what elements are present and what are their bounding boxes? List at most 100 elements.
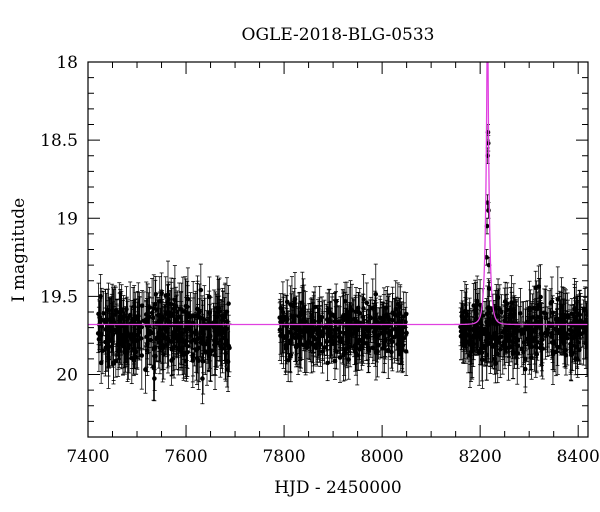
data-point (178, 335, 184, 341)
data-point (463, 339, 469, 345)
data-point (323, 323, 329, 328)
data-point (220, 313, 225, 319)
data-point (99, 324, 105, 329)
data-point (555, 297, 561, 302)
data-point (292, 335, 298, 341)
x-axis-label: HJD - 2450000 (274, 478, 402, 498)
data-point (458, 329, 464, 334)
data-point (207, 351, 213, 357)
data-point (482, 345, 488, 351)
data-point (226, 301, 231, 306)
data-point (287, 354, 293, 359)
model-curve-layer (88, 62, 588, 326)
data-point (98, 360, 104, 366)
data-point (334, 349, 339, 354)
data-point (97, 315, 102, 320)
data-point (502, 299, 508, 304)
data-point (385, 347, 391, 353)
data-point (114, 330, 119, 335)
data-point (574, 335, 579, 340)
data-point (116, 309, 122, 315)
data-point (360, 314, 366, 320)
data-point (572, 314, 577, 319)
data-point (477, 302, 483, 308)
data-points-layer (95, 124, 588, 405)
data-point (543, 330, 548, 336)
data-point (515, 324, 521, 329)
data-point (499, 309, 504, 315)
data-point (364, 300, 370, 306)
chart-title: OGLE-2018-BLG-0533 (242, 25, 435, 45)
data-point (277, 327, 283, 333)
data-point (156, 340, 162, 345)
data-point (337, 330, 343, 335)
data-point (154, 335, 160, 340)
data-point (337, 334, 342, 340)
y-tick-label: 20 (56, 366, 78, 386)
data-point (584, 345, 588, 350)
data-point (490, 336, 495, 341)
data-point (111, 361, 116, 366)
data-point (285, 330, 290, 335)
data-point (519, 346, 525, 351)
data-point (503, 333, 508, 339)
data-point (337, 355, 343, 360)
data-point (143, 320, 149, 325)
data-point (165, 336, 171, 341)
data-point (474, 330, 480, 335)
data-point (291, 303, 296, 309)
data-point (305, 339, 311, 344)
data-point (207, 294, 212, 300)
data-point (139, 303, 145, 308)
data-point (545, 327, 551, 332)
data-point (183, 358, 189, 364)
data-point (106, 346, 111, 352)
data-point (123, 334, 129, 339)
data-point (112, 312, 117, 317)
data-point (301, 328, 306, 334)
data-point (279, 331, 284, 337)
data-point (281, 335, 286, 341)
x-tick-label: 8200 (459, 447, 502, 467)
data-point (149, 310, 155, 316)
y-tick-label: 18.5 (40, 131, 78, 151)
data-point (198, 287, 204, 293)
data-point (541, 310, 547, 316)
data-point (574, 324, 580, 329)
data-point (565, 313, 570, 318)
data-point (169, 339, 174, 344)
data-point (496, 313, 501, 319)
data-point (284, 299, 290, 305)
data-point (403, 319, 408, 325)
data-point (220, 346, 225, 351)
data-point (487, 286, 492, 291)
data-point (216, 324, 222, 329)
data-point (538, 294, 543, 300)
data-point (104, 317, 109, 323)
data-point (395, 330, 401, 335)
data-point (344, 308, 350, 314)
data-point (540, 346, 546, 351)
x-tick-label: 7800 (262, 447, 305, 467)
data-point (380, 324, 385, 330)
data-point (196, 358, 201, 364)
data-point (146, 328, 152, 333)
data-point (352, 328, 358, 334)
data-point (393, 306, 399, 312)
data-point (152, 376, 157, 381)
data-point (165, 342, 170, 347)
data-point (376, 342, 381, 348)
data-point (131, 357, 137, 363)
data-point (130, 317, 136, 323)
data-point (506, 337, 512, 343)
data-point (173, 322, 179, 328)
data-point (96, 336, 102, 342)
data-point (176, 345, 182, 351)
data-point (581, 330, 586, 335)
data-point (328, 338, 333, 343)
data-point (159, 333, 165, 338)
data-point (145, 348, 150, 353)
data-point (193, 340, 199, 345)
data-point (353, 318, 359, 324)
data-point (185, 349, 190, 355)
